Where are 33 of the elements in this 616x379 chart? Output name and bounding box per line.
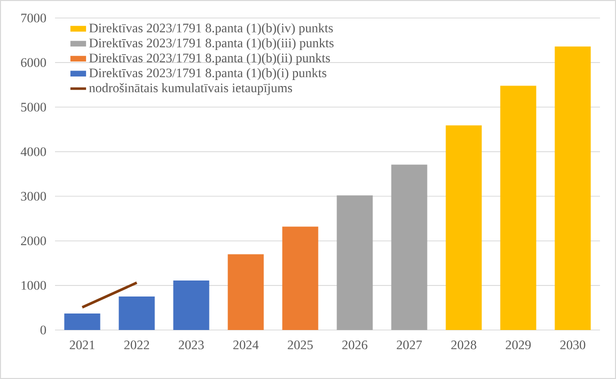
bar (446, 125, 482, 330)
y-tick-label: 1000 (22, 281, 46, 290)
legend-label: Direktīvas 2023/1791 8.panta (1)(b)(iii) punkts (89, 38, 334, 50)
x-tick-label: 2026 (342, 340, 368, 350)
x-tick-label: 2024 (233, 340, 259, 350)
y-tick-label: 7000 (21, 14, 46, 22)
legend-label: Direktīvas 2023/1791 8.panta (1)(b)(iv) punkts (89, 23, 333, 36)
y-tick-label: 2000 (21, 236, 46, 246)
bar (64, 313, 100, 330)
x-tick-label: 2030 (560, 340, 586, 350)
bar (500, 86, 536, 330)
x-tick-label: 2023 (178, 340, 204, 350)
legend-label: nodrošinātais kumulatīvais ietaupījums (89, 83, 292, 95)
bar (391, 164, 428, 330)
bar (282, 226, 318, 330)
bar (554, 46, 591, 330)
bar (336, 195, 373, 330)
bar (228, 254, 264, 330)
legend-label: Direktīvas 2023/1791 8.panta (1)(b)(ii) punkts (89, 53, 330, 65)
x-tick-label: 2021 (70, 340, 94, 350)
x-tick-label: 2025 (288, 340, 313, 350)
y-tick-label: 6000 (21, 58, 46, 67)
y-tick-label: 0 (40, 326, 46, 334)
x-tick-label: 2028 (451, 340, 476, 350)
y-tick-label: 3000 (21, 192, 46, 201)
y-tick-label: 4000 (20, 147, 46, 156)
y-tick-label: 5000 (21, 102, 46, 112)
x-tick-label: 2022 (124, 340, 150, 350)
x-tick-label: 2027 (396, 340, 422, 350)
legend-label: Direktīvas 2023/1791 8.panta (1)(b)(i) punkts (89, 68, 326, 80)
bar (118, 296, 155, 330)
bar (173, 280, 210, 330)
x-tick-label: 2029 (506, 340, 531, 350)
